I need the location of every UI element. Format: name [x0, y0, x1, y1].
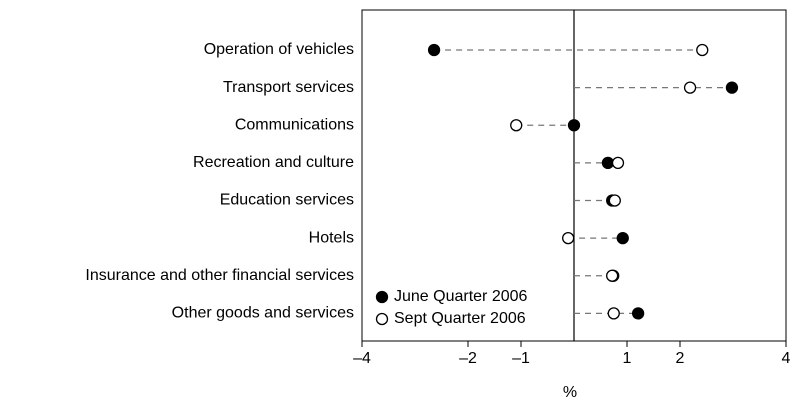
dot	[567, 119, 581, 132]
x-axis-label: %	[563, 384, 577, 401]
dot	[427, 43, 441, 57]
y-tick-label: Recreation and culture	[193, 154, 354, 171]
x-tick-label: 2	[676, 350, 685, 367]
y-tick-label: Other goods and services	[172, 305, 354, 322]
legend-marker	[375, 312, 389, 326]
x-tick-label: 1	[623, 350, 632, 367]
dot	[725, 81, 739, 94]
dot	[631, 307, 645, 320]
dot	[683, 81, 697, 94]
dot	[608, 194, 621, 207]
y-tick-label: Education services	[220, 192, 354, 209]
dot	[601, 156, 615, 170]
dot	[510, 119, 523, 132]
dot	[606, 269, 619, 282]
x-tick-label: –4	[353, 350, 371, 367]
y-tick-label: Insurance and other financial services	[85, 267, 354, 284]
legend-label: Sept Quarter 2006	[394, 310, 526, 327]
dot	[616, 231, 629, 245]
x-tick-label: 4	[782, 350, 791, 367]
dot	[611, 156, 625, 170]
x-tick-label: –2	[459, 350, 477, 367]
dot	[562, 231, 575, 245]
dot	[696, 43, 709, 57]
y-tick-label: Hotels	[309, 229, 354, 246]
x-tick-label: –1	[512, 350, 530, 367]
legend-label: June Quarter 2006	[394, 288, 528, 305]
y-tick-label: Operation of vehicles	[204, 41, 354, 58]
legend-marker	[375, 290, 389, 304]
y-tick-label: Communications	[235, 116, 354, 133]
dot	[607, 307, 620, 320]
y-tick-label: Transport services	[223, 79, 354, 96]
